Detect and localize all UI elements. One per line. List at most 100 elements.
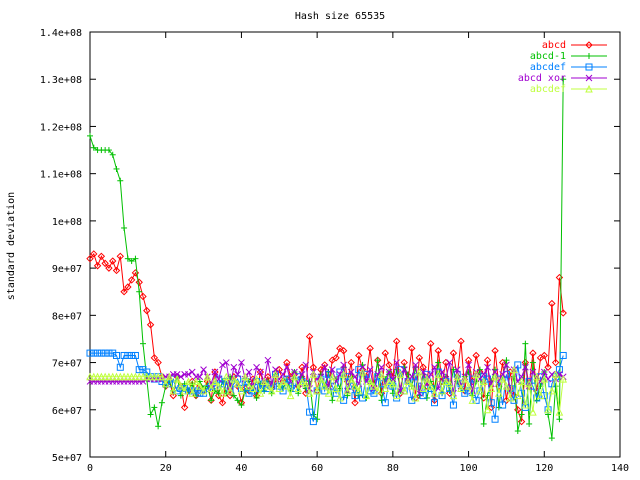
cross-marker: [484, 363, 491, 371]
diamond-marker: [124, 283, 132, 291]
chart-title: Hash size 65535: [295, 11, 385, 22]
diamond-marker: [355, 351, 363, 360]
legend-label: abcd-1: [530, 51, 566, 62]
plus-marker: [480, 420, 487, 427]
cross-marker: [347, 368, 355, 376]
triangle-marker: [506, 393, 515, 402]
cross-marker: [219, 361, 226, 369]
plus-marker: [109, 151, 116, 158]
triangle-marker: [264, 382, 272, 390]
diamond-marker: [302, 389, 310, 397]
triangle-marker: [135, 372, 144, 381]
triangle-marker: [396, 370, 405, 378]
square-marker: [234, 375, 242, 383]
diamond-marker: [521, 358, 530, 367]
plus-marker: [230, 392, 237, 399]
cross-marker: [374, 371, 382, 378]
triangle-marker: [169, 386, 178, 395]
series-layer: [86, 76, 568, 442]
plus-marker: [560, 76, 567, 83]
triangle-marker: [286, 391, 295, 400]
triangle-marker: [301, 379, 310, 388]
triangle-marker: [207, 384, 215, 393]
triangle-marker: [177, 382, 185, 390]
triangle-marker: [483, 405, 492, 414]
x-tick-label: 20: [160, 463, 172, 474]
triangle-marker: [332, 384, 340, 393]
diamond-marker: [472, 351, 480, 360]
square-marker: [109, 349, 117, 357]
triangle-marker: [392, 391, 401, 400]
triangle-marker: [195, 382, 204, 390]
square-marker: [306, 408, 314, 416]
triangle-marker: [116, 372, 125, 381]
plus-marker: [514, 428, 521, 435]
diamond-marker: [169, 391, 177, 400]
diamond-marker: [434, 347, 442, 355]
diamond-marker: [105, 264, 113, 272]
cross-marker: [230, 363, 238, 371]
triangle-marker: [529, 408, 537, 416]
triangle-marker: [517, 377, 526, 385]
diamond-marker: [442, 358, 450, 367]
triangle-marker: [351, 382, 359, 390]
triangle-marker: [192, 377, 200, 385]
cross-marker: [412, 361, 419, 369]
triangle-marker: [460, 374, 469, 383]
plus-marker: [503, 357, 510, 364]
plus-marker: [518, 411, 525, 418]
triangle-marker: [381, 384, 390, 393]
diamond-marker: [449, 349, 458, 357]
series-5: [86, 365, 568, 416]
triangle-marker: [188, 389, 197, 397]
cross-marker: [196, 373, 204, 381]
triangle-marker: [495, 389, 503, 397]
triangle-marker: [434, 370, 443, 378]
cross-marker: [200, 366, 207, 373]
triangle-marker: [476, 386, 484, 395]
plus-marker: [423, 394, 430, 401]
x-tick-label: 0: [87, 463, 93, 474]
y-tick-label: 7e+07: [52, 359, 82, 370]
diamond-marker: [116, 252, 124, 261]
cross-marker: [431, 363, 438, 371]
triangle-marker: [131, 372, 140, 381]
cross-marker: [264, 356, 272, 364]
plus-marker: [136, 288, 143, 295]
triangle-marker: [97, 372, 106, 381]
triangle-marker: [173, 374, 181, 383]
diamond-marker: [256, 368, 265, 376]
diamond-marker: [551, 358, 560, 367]
triangle-marker: [559, 374, 568, 383]
triangle-marker: [305, 389, 314, 397]
series-line: [90, 369, 564, 413]
diamond-marker: [131, 269, 140, 277]
triangle-marker: [404, 377, 412, 385]
diamond-marker: [347, 358, 355, 367]
diamond-marker: [127, 276, 136, 284]
triangle-marker: [347, 374, 356, 383]
plus-marker: [363, 394, 370, 401]
triangle-marker: [154, 372, 162, 381]
diamond-marker: [112, 266, 121, 275]
cross-marker: [279, 371, 287, 378]
diamond-marker: [408, 344, 416, 353]
diamond-marker: [392, 337, 401, 346]
legend-label: abcd: [542, 40, 566, 51]
triangle-marker: [313, 386, 321, 395]
diamond-marker: [445, 389, 454, 397]
triangle-marker: [211, 377, 219, 385]
triangle-marker: [120, 372, 128, 381]
plus-marker: [140, 340, 146, 347]
plus-marker: [435, 359, 442, 366]
triangle-marker: [180, 386, 189, 395]
diamond-marker: [585, 41, 593, 49]
triangle-marker: [199, 386, 208, 395]
square-marker: [113, 351, 120, 359]
square-marker: [86, 349, 94, 357]
diamond-marker: [529, 349, 537, 357]
plus-marker: [121, 224, 128, 231]
triangle-marker: [521, 400, 530, 409]
cross-marker: [185, 371, 192, 378]
